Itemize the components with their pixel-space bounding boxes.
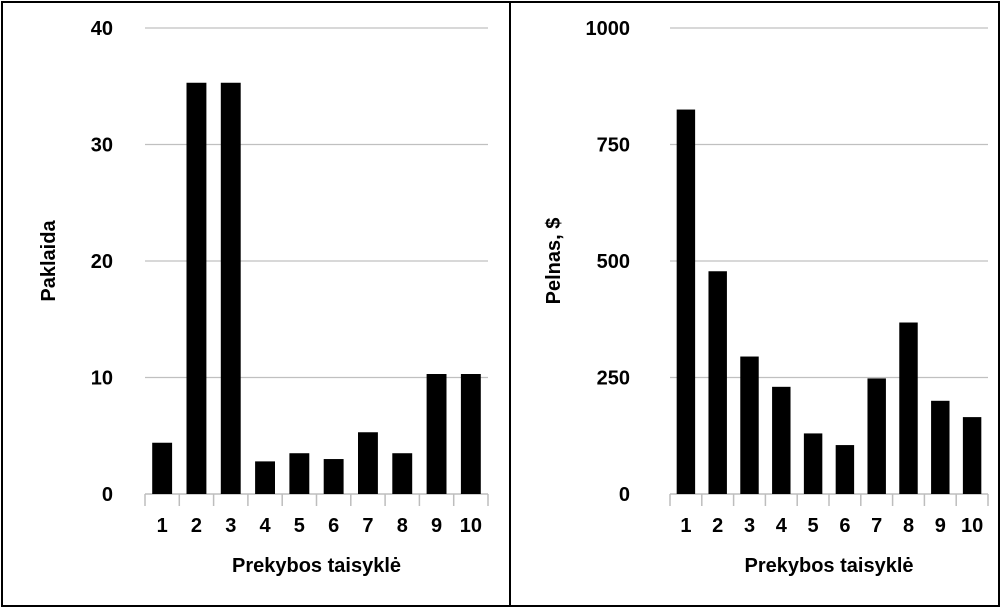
bar-1 [676, 109, 696, 495]
bar-9 [931, 400, 950, 494]
y-axis-title: Pelnas, $ [543, 218, 565, 305]
x-tick-label: 2 [191, 515, 202, 537]
bar-4 [255, 461, 275, 494]
bar-4 [772, 386, 791, 494]
bar-2 [186, 82, 207, 494]
x-tick-label: 6 [839, 515, 850, 537]
bar-9 [426, 374, 447, 494]
y-axis-title: Paklaida [38, 220, 60, 302]
y-tick-label: 750 [597, 135, 630, 157]
x-tick-label: 1 [680, 515, 691, 537]
y-tick-label: 500 [597, 251, 630, 273]
x-tick-label: 1 [157, 515, 168, 537]
bar-3 [220, 82, 241, 494]
bar-7 [358, 432, 378, 494]
x-tick-label: 5 [294, 515, 305, 537]
x-tick-label: 5 [808, 515, 819, 537]
bar-3 [740, 356, 759, 494]
y-tick-label: 10 [91, 368, 113, 390]
left-chart-panel [1, 1, 511, 607]
bar-7 [867, 378, 886, 494]
y-tick-label: 0 [619, 484, 630, 506]
error-bar-chart: 0 10 20 30 40 1 2 3 4 5 6 7 8 9 10 Prekybos taisyklė Pak… [38, 18, 489, 577]
x-tick-label: 8 [903, 515, 914, 537]
x-tick-label: 6 [328, 515, 339, 537]
bar-10 [460, 374, 481, 494]
bar-8 [392, 453, 413, 494]
y-tick-label: 40 [91, 18, 113, 40]
x-tick-label: 7 [362, 515, 373, 537]
y-tick-label: 1000 [586, 18, 631, 40]
x-tick-label: 10 [460, 515, 482, 537]
right-chart-panel [509, 1, 1000, 607]
y-tick-label: 0 [102, 484, 113, 506]
bar-8 [899, 322, 918, 494]
y-tick-label: 30 [91, 135, 113, 157]
x-tick-label: 7 [871, 515, 882, 537]
bar-6 [835, 445, 855, 494]
x-axis-title: Prekybos taisyklė [232, 555, 401, 577]
x-tick-label: 10 [961, 515, 983, 537]
y-tick-label: 20 [91, 251, 113, 273]
profit-bar-chart: 0 250 500 750 1000 1 2 3 4 5 6 7 8 9 10 Prekybos taisyk… [543, 18, 989, 577]
x-tick-label: 3 [225, 515, 236, 537]
x-tick-label: 3 [744, 515, 755, 537]
bar-5 [289, 453, 310, 494]
x-axis-title: Prekybos taisyklė [745, 555, 914, 577]
x-tick-label: 2 [712, 515, 723, 537]
x-tick-label: 9 [935, 515, 946, 537]
bar-10 [962, 417, 982, 494]
y-tick-label: 250 [597, 368, 630, 390]
x-tick-label: 4 [259, 515, 271, 537]
x-tick-label: 8 [397, 515, 408, 537]
bar-6 [323, 459, 344, 494]
bar-1 [152, 442, 173, 494]
bar-2 [708, 271, 727, 494]
x-tick-label: 4 [776, 515, 788, 537]
bar-5 [803, 433, 823, 494]
x-tick-label: 9 [431, 515, 442, 537]
